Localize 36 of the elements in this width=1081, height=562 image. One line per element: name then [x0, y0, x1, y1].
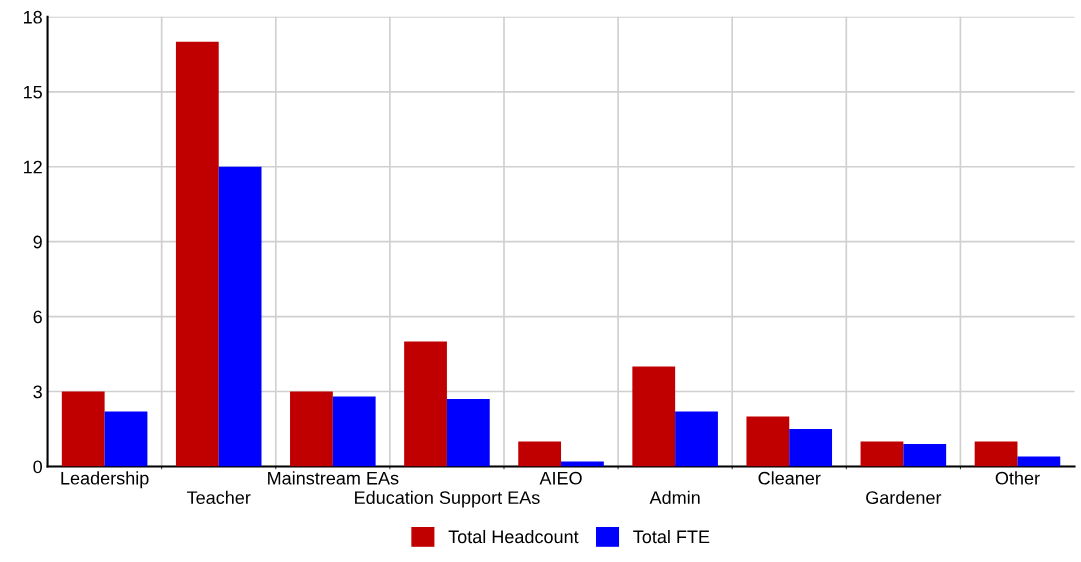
x-tick-label: Education Support EAs [355, 490, 540, 508]
bar [290, 391, 333, 467]
bar [746, 416, 790, 467]
bar [1017, 456, 1061, 467]
legend-label: Total Headcount [448, 529, 579, 544]
x-tick-label: AIEO [539, 471, 582, 485]
legend-label: Total FTE [633, 529, 710, 544]
bar [675, 411, 718, 467]
y-tick-label: 15 [24, 85, 42, 99]
bar [860, 441, 904, 467]
bar [404, 341, 447, 467]
x-tick-label: Mainstream EAs [268, 471, 399, 485]
bar [446, 399, 490, 467]
y-tick-label: 12 [24, 160, 42, 174]
x-tick-label: Admin [649, 490, 700, 505]
bar [632, 366, 676, 467]
y-tick-label: 0 [33, 460, 42, 474]
bar [332, 396, 376, 467]
y-tick-label: 3 [33, 385, 42, 399]
y-tick-label: 6 [33, 310, 42, 324]
bar [561, 461, 604, 467]
bar [175, 41, 219, 467]
y-tick-label: 18 [24, 10, 42, 24]
y-tick-label: 9 [33, 235, 42, 249]
x-tick-label: Gardener [866, 490, 942, 505]
bar [61, 391, 105, 467]
x-tick-label: Cleaner [758, 471, 821, 485]
bar [518, 441, 562, 467]
x-tick-label: Teacher [187, 490, 251, 505]
bar [104, 411, 148, 467]
x-tick-label: Other [995, 471, 1040, 485]
x-tick-label: Leadership [61, 471, 149, 489]
bar [789, 428, 833, 467]
bar [974, 441, 1018, 467]
bar [903, 443, 947, 467]
bar [218, 166, 262, 467]
